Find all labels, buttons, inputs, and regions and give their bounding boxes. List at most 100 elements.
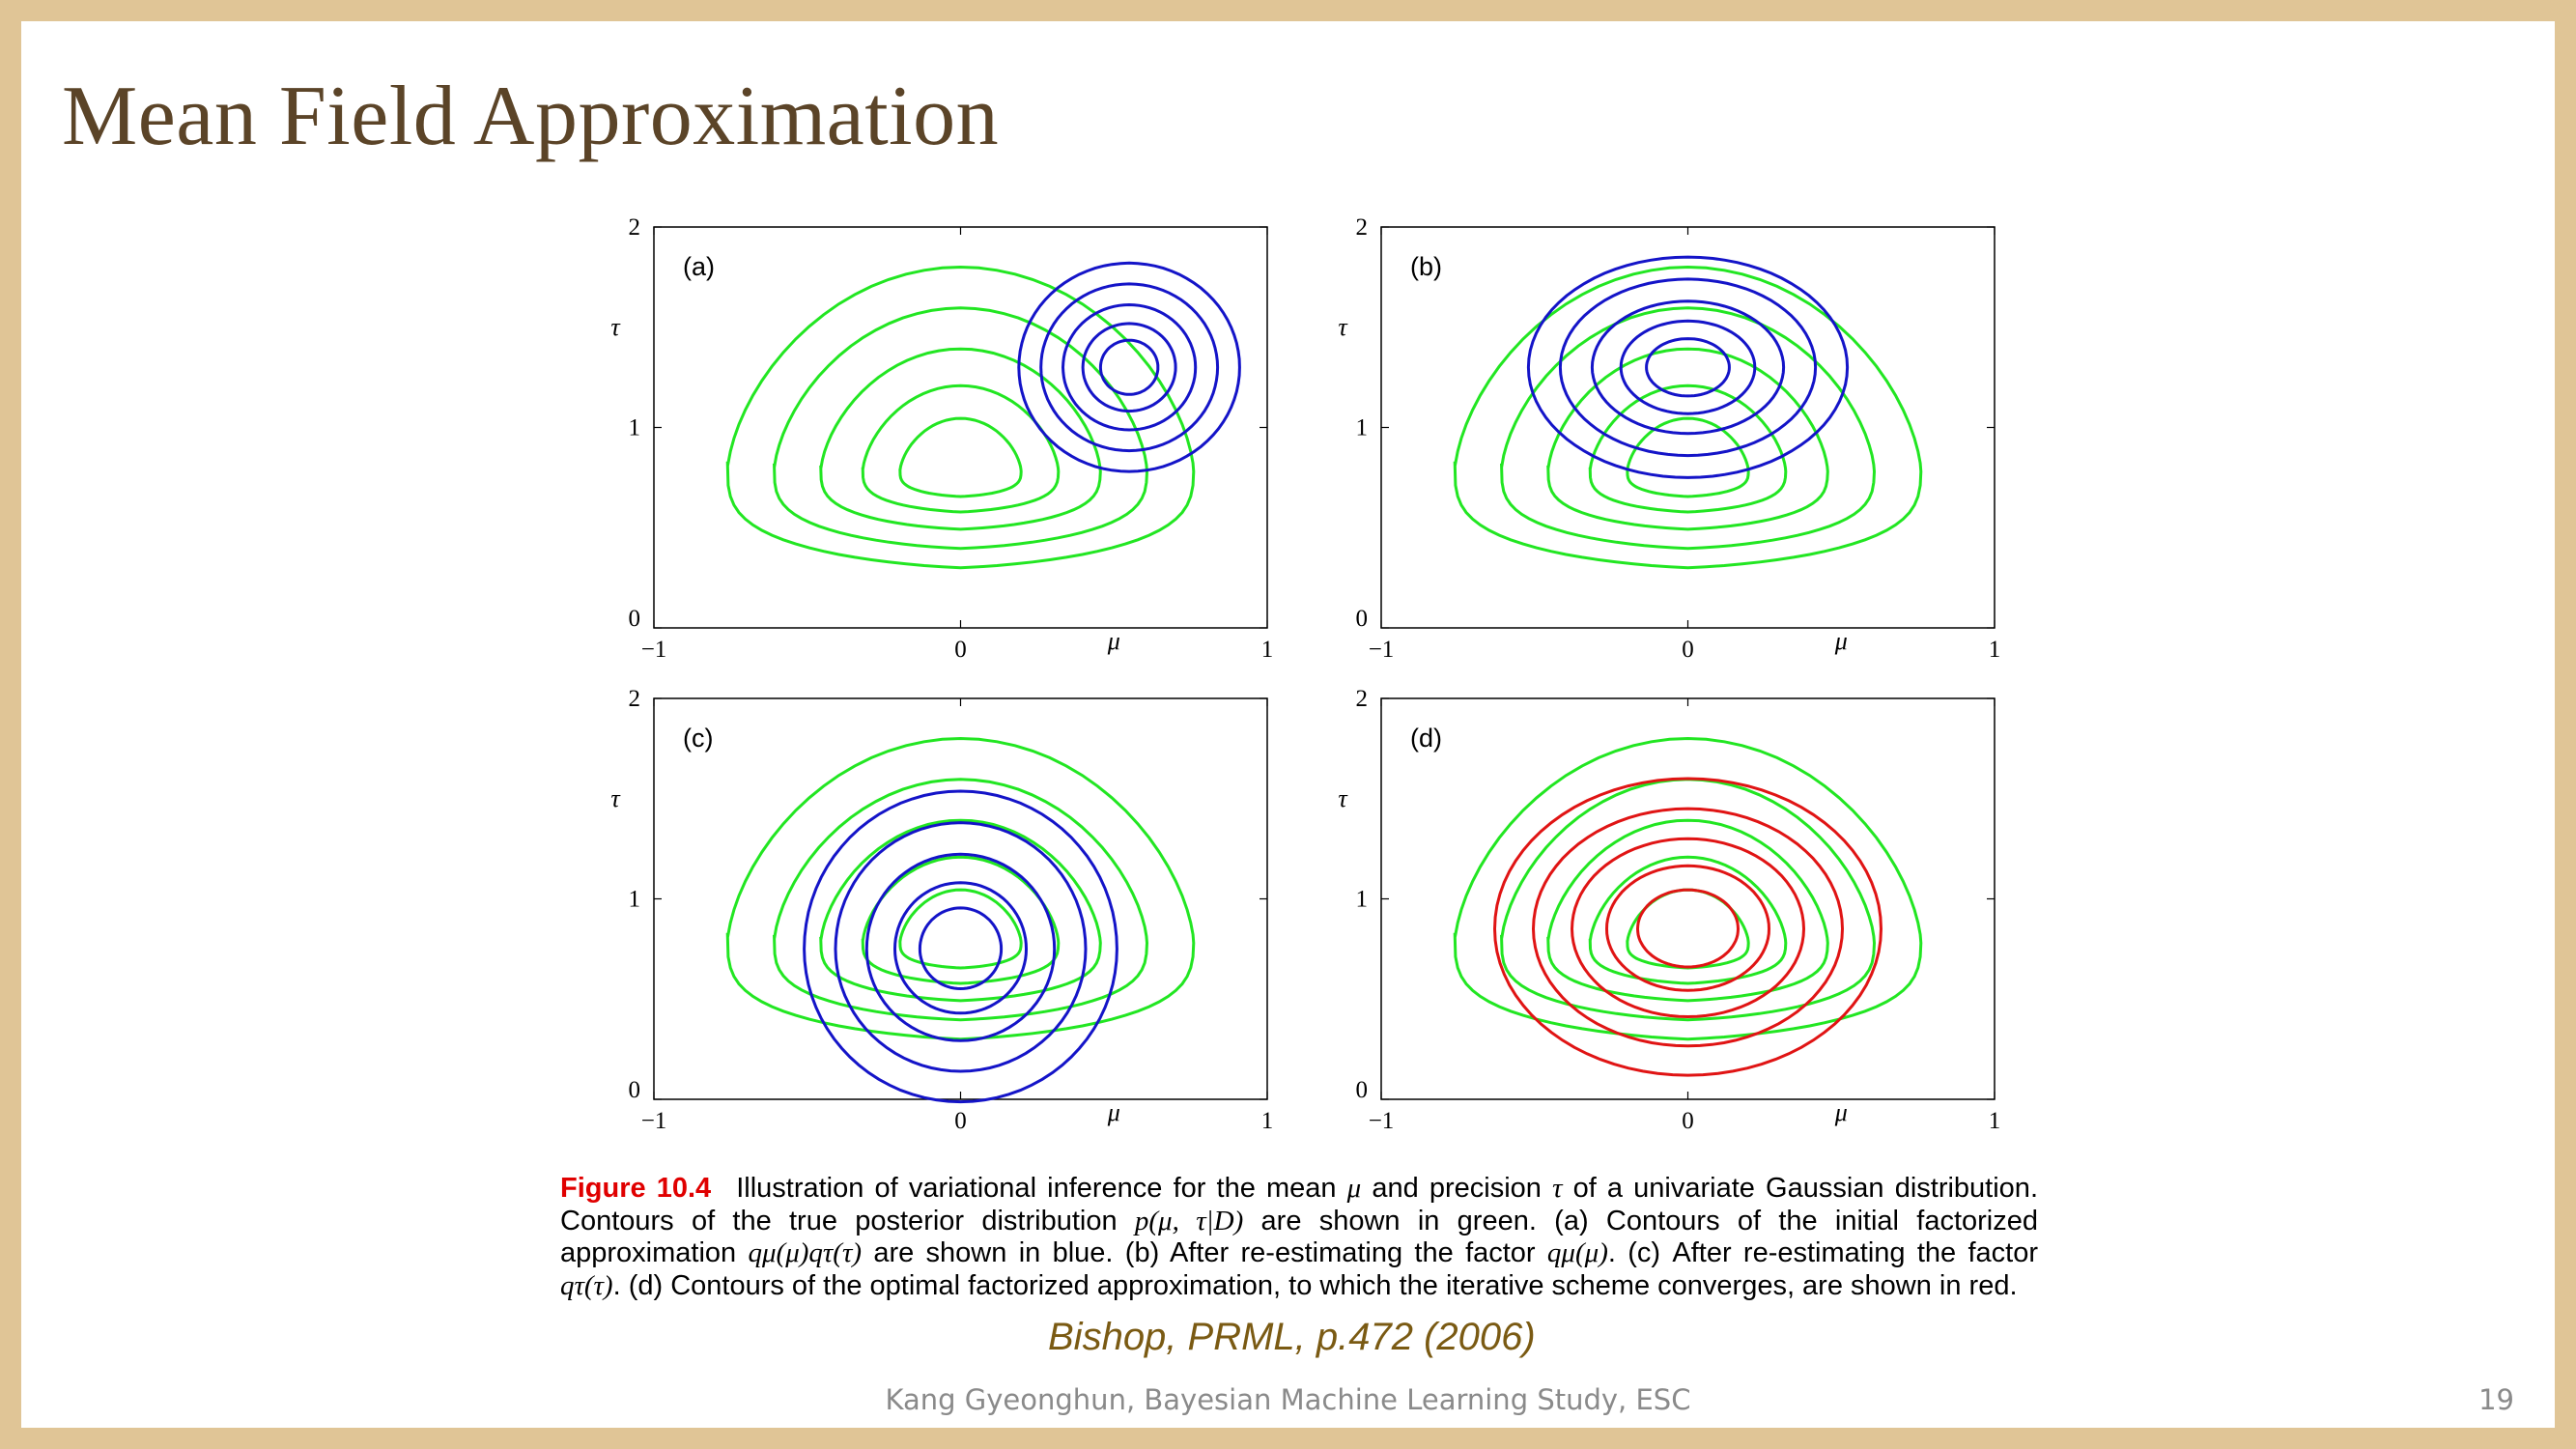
panel-label: (b): [1410, 252, 1442, 281]
caption-posterior: p(μ, τ|D): [1134, 1205, 1244, 1236]
y-tick-label: 0: [1356, 1077, 1369, 1103]
approx-contour: [1590, 299, 1786, 436]
approx-contour: [1061, 302, 1198, 432]
x-tick-label: 1: [1989, 637, 2001, 663]
plot-frame: [653, 697, 1268, 1100]
x-tick-label: 1: [1989, 1108, 2001, 1134]
panel-label: (a): [683, 252, 715, 281]
page-number: 19: [2478, 1383, 2514, 1416]
true-posterior-contour: [819, 818, 1102, 1003]
plot-frame: [653, 226, 1268, 629]
approx-contour: [1619, 319, 1757, 415]
true-posterior-contour: [1453, 736, 1923, 1041]
true-posterior-contour: [1453, 265, 1923, 570]
x-tick-label: 1: [1261, 1108, 1274, 1134]
x-axis-label: μ: [1834, 1098, 1848, 1126]
x-tick-label: 0: [1682, 637, 1694, 663]
y-axis-label: τ: [610, 313, 621, 341]
true-posterior-contour: [898, 888, 1023, 970]
y-axis-label: τ: [610, 784, 621, 812]
y-axis-label: τ: [1338, 313, 1348, 341]
approx-contour: [834, 821, 1088, 1073]
y-tick-label: 2: [1356, 686, 1369, 712]
y-tick-label: 1: [629, 415, 641, 441]
panel-b: −1 0 1 0 1 2 μ τ (b): [1318, 203, 2014, 663]
x-tick-label: −1: [1369, 637, 1395, 663]
panel-label: (c): [683, 724, 713, 753]
caption-label: Figure 10.4: [560, 1173, 712, 1204]
caption-text-3: of a univariate Gaussian distribution. C…: [560, 1173, 2038, 1236]
caption-q-init: qμ(μ)qτ(τ): [748, 1237, 862, 1268]
slide: Mean Field Approximation −1 0 1 0 1 2 μ τ (a) −1…: [21, 21, 2555, 1428]
true-posterior-contour: [1546, 818, 1829, 1003]
caption-text-5: are shown in blue. (b) After re-estimati…: [862, 1237, 1547, 1268]
x-axis-label: μ: [1107, 1098, 1120, 1126]
footer-author: Kang Gyeonghun, Bayesian Machine Learnin…: [885, 1383, 1691, 1416]
approx-contour: [1570, 837, 1806, 1019]
citation: Bishop, PRML, p.472 (2006): [1048, 1316, 1536, 1358]
true-posterior-contour: [1588, 855, 1788, 985]
y-tick-label: 1: [1356, 415, 1369, 441]
x-axis-label: μ: [1834, 627, 1848, 655]
caption-mu: μ: [1346, 1173, 1362, 1204]
caption-text-2: and precision: [1361, 1173, 1553, 1204]
y-tick-label: 0: [629, 606, 641, 632]
approx-contour: [1039, 282, 1220, 453]
true-posterior-contour: [1500, 306, 1877, 551]
x-tick-label: 0: [1682, 1108, 1694, 1134]
plot-frame: [1380, 226, 1996, 629]
approx-contour: [918, 906, 1004, 991]
true-posterior-contour: [1626, 416, 1750, 498]
x-tick-label: 1: [1261, 637, 1274, 663]
plot-frame: [1380, 697, 1996, 1100]
caption-q-mu: qμ(μ): [1546, 1237, 1608, 1268]
approx-contour: [864, 852, 1057, 1042]
approx-contour: [1645, 337, 1731, 398]
y-tick-label: 0: [629, 1077, 641, 1103]
x-tick-label: −1: [641, 637, 667, 663]
approx-contour: [1081, 322, 1177, 413]
approx-contour: [803, 789, 1118, 1104]
true-posterior-contour: [1546, 347, 1829, 531]
y-tick-label: 2: [629, 686, 641, 712]
caption-text-4: are shown in green. (a) Contours of the …: [560, 1205, 2038, 1269]
true-posterior-contour: [898, 416, 1023, 498]
x-tick-label: 0: [954, 637, 967, 663]
approx-contour: [1531, 807, 1845, 1048]
x-tick-label: −1: [641, 1108, 667, 1134]
approx-contour: [1492, 777, 1883, 1077]
true-posterior-contour: [773, 306, 1149, 551]
approx-contour: [1635, 888, 1741, 969]
y-tick-label: 1: [1356, 887, 1369, 913]
caption-text-1: Illustration of variational inference fo…: [736, 1173, 1347, 1204]
figure-caption: Figure 10.4 Illustration of variational i…: [560, 1173, 2038, 1302]
true-posterior-contour: [725, 265, 1196, 570]
figure: −1 0 1 0 1 2 μ τ (a) −1 0 1 0 1 2 μ τ (b) −1 0 1 0 1 2 μ τ (c) −…: [591, 203, 2040, 1140]
approx-contour: [1098, 338, 1160, 396]
x-tick-label: 0: [954, 1108, 967, 1134]
approx-contour: [1526, 255, 1850, 479]
approx-contour: [1017, 261, 1241, 473]
true-posterior-contour: [773, 778, 1149, 1022]
true-posterior-contour: [1588, 384, 1788, 514]
y-tick-label: 0: [1356, 606, 1369, 632]
x-axis-label: μ: [1107, 627, 1120, 655]
y-tick-label: 2: [629, 214, 641, 241]
approx-contour: [1558, 277, 1818, 458]
panel-label: (d): [1410, 724, 1442, 753]
approx-contour: [892, 881, 1029, 1015]
caption-tau: τ: [1552, 1173, 1563, 1204]
panel-d: −1 0 1 0 1 2 μ τ (d): [1318, 674, 2014, 1134]
true-posterior-contour: [819, 347, 1102, 531]
approx-contour: [1604, 864, 1771, 992]
y-tick-label: 1: [629, 887, 641, 913]
panel-c: −1 0 1 0 1 2 μ τ (c): [591, 674, 1287, 1134]
caption-q-tau: qτ(τ): [560, 1269, 613, 1301]
y-axis-label: τ: [1338, 784, 1348, 812]
caption-text-7: . (d) Contours of the optimal factorized…: [612, 1269, 2018, 1301]
y-tick-label: 2: [1356, 214, 1369, 241]
